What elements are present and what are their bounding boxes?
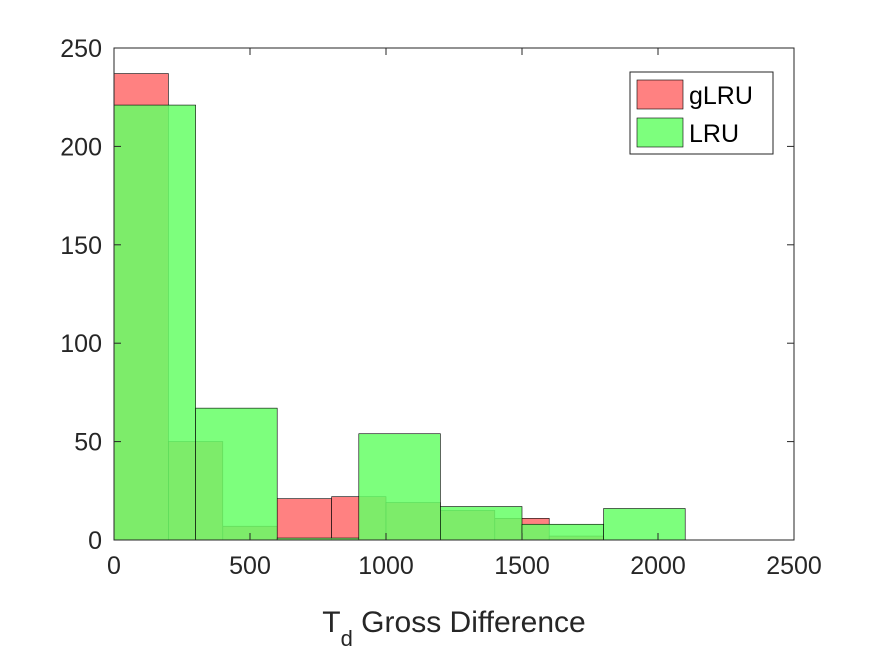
bar-lru-3: [358, 433, 441, 541]
bars-group: [113, 73, 686, 541]
x-tick-label: 0: [107, 552, 121, 580]
x-tick-label: 2500: [766, 552, 822, 580]
legend-label-glru: gLRU: [689, 82, 753, 110]
bar-lru-1: [195, 407, 278, 541]
axes-box: [113, 47, 795, 541]
legend-label-lru: LRU: [689, 120, 739, 148]
x-tick-label: 500: [229, 552, 271, 580]
x-axis-label-subscript: d: [341, 626, 353, 651]
x-tick-label: 1500: [494, 552, 550, 580]
bar-glru-3: [276, 498, 332, 541]
bar-lru-5: [521, 523, 604, 541]
y-tick-label: 50: [74, 429, 102, 457]
legend: gLRU LRU: [629, 71, 774, 155]
legend-swatch-lru: [636, 117, 684, 148]
ticks-group: 0 500 1000 1500 2000 2500 0 50 100 150 200 250: [60, 35, 822, 580]
legend-swatch-glru: [636, 79, 684, 110]
x-tick-label: 1000: [358, 552, 414, 580]
x-tick-label: 2000: [630, 552, 686, 580]
y-tick-label: 250: [60, 35, 102, 63]
y-tick-label: 150: [60, 232, 102, 260]
y-tick-label: 200: [60, 133, 102, 161]
bar-lru-4: [440, 506, 523, 541]
x-axis-label-rest: Gross Difference: [353, 606, 586, 639]
y-tick-label: 100: [60, 330, 102, 358]
x-axis-label: Td Gross Difference: [322, 606, 585, 651]
bar-lru-0: [113, 104, 196, 541]
y-tick-label: 0: [88, 527, 102, 555]
bar-lru-6: [603, 508, 686, 541]
